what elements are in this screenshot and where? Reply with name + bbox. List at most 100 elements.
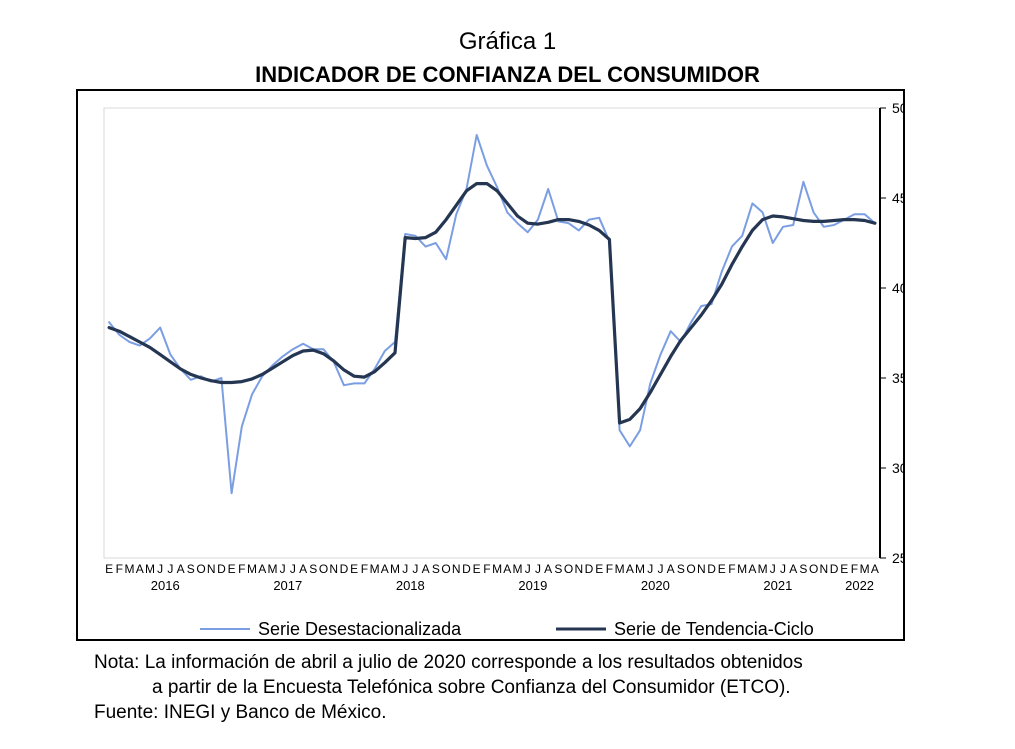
x-tick-label-month: J bbox=[167, 562, 173, 576]
x-tick-label-month: A bbox=[667, 562, 675, 576]
y-tick-label: 30.0 bbox=[892, 460, 903, 476]
x-tick-label-month: J bbox=[657, 562, 663, 576]
x-tick-label-month: E bbox=[228, 562, 236, 576]
x-tick-label-month: O bbox=[196, 562, 205, 576]
x-tick-label-month: M bbox=[370, 562, 380, 576]
x-tick-label-month: M bbox=[145, 562, 155, 576]
x-tick-label-year: 2016 bbox=[151, 578, 180, 593]
x-tick-label-month: M bbox=[615, 562, 625, 576]
axes bbox=[103, 107, 881, 559]
x-tick-label-month: F bbox=[851, 562, 858, 576]
x-tick-label-month: J bbox=[402, 562, 408, 576]
series-lines bbox=[107, 134, 877, 495]
x-tick-label-month: E bbox=[718, 562, 726, 576]
x-tick-label-month: S bbox=[554, 562, 562, 576]
x-tick-label-month: E bbox=[840, 562, 848, 576]
x-tick-label-month: F bbox=[361, 562, 368, 576]
x-tick-label-month: A bbox=[748, 562, 756, 576]
legend-label-desestacionalizada: Serie Desestacionalizada bbox=[258, 619, 462, 639]
x-tick-label-month: J bbox=[412, 562, 418, 576]
x-tick-label-month: A bbox=[136, 562, 144, 576]
chart-subtitle: INDICADOR DE CONFIANZA DEL CONSUMIDOR bbox=[255, 62, 760, 87]
x-tick-label-month: A bbox=[789, 562, 797, 576]
x-tick-label-year: 2018 bbox=[396, 578, 425, 593]
x-tick-label-month: J bbox=[290, 562, 296, 576]
x-tick-label-month: J bbox=[780, 562, 786, 576]
x-tick-label-year: 2019 bbox=[518, 578, 547, 593]
y-tick-label: 40.0 bbox=[892, 280, 903, 296]
x-tick-label-month: A bbox=[381, 562, 389, 576]
x-tick-label-month: N bbox=[207, 562, 216, 576]
x-tick-label-month: A bbox=[626, 562, 634, 576]
x-tick-label-month: J bbox=[525, 562, 531, 576]
note-text: Nota: La información de abril a julio de… bbox=[94, 652, 803, 673]
x-tick-label-month: M bbox=[635, 562, 645, 576]
x-tick-label-month: F bbox=[483, 562, 490, 576]
x-tick-label-month: D bbox=[462, 562, 471, 576]
x-tick-label-year: 2017 bbox=[273, 578, 302, 593]
x-tick-label-month: J bbox=[535, 562, 541, 576]
x-tick-label-month: O bbox=[319, 562, 328, 576]
x-tick-label-month: A bbox=[422, 562, 430, 576]
x-tick-label-month: E bbox=[350, 562, 358, 576]
x-tick-label-month: S bbox=[432, 562, 440, 576]
x-tick-label-month: N bbox=[574, 562, 583, 576]
x-tick-label-month: J bbox=[157, 562, 163, 576]
line-chart: 25.030.035.040.045.050.0EFMAMJJASONDEFMA… bbox=[103, 100, 903, 639]
x-tick-label-year: 2021 bbox=[763, 578, 792, 593]
x-tick-label-month: A bbox=[258, 562, 266, 576]
x-tick-label-month: F bbox=[728, 562, 735, 576]
x-tick-label-month: F bbox=[606, 562, 613, 576]
x-tick-label-month: O bbox=[564, 562, 573, 576]
note-text-continued: a partir de la Encuesta Telefónica sobre… bbox=[152, 677, 791, 698]
x-tick-label-month: E bbox=[473, 562, 481, 576]
x-tick-label-month: M bbox=[492, 562, 502, 576]
x-tick-label-month: D bbox=[217, 562, 226, 576]
x-tick-label-month: E bbox=[595, 562, 603, 576]
chart-frame: 25.030.035.040.045.050.0EFMAMJJASONDEFMA… bbox=[76, 89, 905, 641]
x-tick-label-month: O bbox=[686, 562, 695, 576]
x-tick-label-month: J bbox=[770, 562, 776, 576]
x-tick-label-month: N bbox=[820, 562, 829, 576]
x-tick-label-month: F bbox=[116, 562, 123, 576]
x-tick-label-month: S bbox=[677, 562, 685, 576]
x-tick-label-month: M bbox=[267, 562, 277, 576]
x-tick-label-month: S bbox=[799, 562, 807, 576]
x-tick-label-month: O bbox=[809, 562, 818, 576]
x-tick-label-month: M bbox=[247, 562, 257, 576]
x-tick-label-month: F bbox=[238, 562, 245, 576]
x-tick-label-year: 2020 bbox=[641, 578, 670, 593]
series-line-tendencia-ciclo bbox=[107, 181, 877, 425]
x-tick-label-month: A bbox=[544, 562, 552, 576]
x-tick-label-month: N bbox=[329, 562, 338, 576]
x-tick-label-month: M bbox=[125, 562, 135, 576]
y-tick-label: 50.0 bbox=[892, 100, 903, 116]
axis-ticks: 25.030.035.040.045.050.0EFMAMJJASONDEFMA… bbox=[105, 100, 903, 593]
x-tick-label-month: D bbox=[585, 562, 594, 576]
x-tick-label-month: A bbox=[177, 562, 185, 576]
x-tick-label-month: J bbox=[280, 562, 286, 576]
series-line-desestacionalizada bbox=[108, 134, 876, 495]
x-tick-label-month: N bbox=[452, 562, 461, 576]
x-tick-label-month: M bbox=[737, 562, 747, 576]
x-tick-label-month: M bbox=[860, 562, 870, 576]
x-tick-label-month: A bbox=[871, 562, 879, 576]
x-tick-label-month: M bbox=[513, 562, 523, 576]
x-tick-label-month: D bbox=[830, 562, 839, 576]
x-tick-label-month: N bbox=[697, 562, 706, 576]
x-tick-label-month: M bbox=[758, 562, 768, 576]
x-tick-label-year: 2022 bbox=[845, 578, 874, 593]
y-tick-label: 35.0 bbox=[892, 370, 903, 386]
x-tick-label-month: J bbox=[647, 562, 653, 576]
source-text: Fuente: INEGI y Banco de México. bbox=[94, 702, 387, 723]
x-tick-label-month: A bbox=[299, 562, 307, 576]
y-tick-label: 45.0 bbox=[892, 190, 903, 206]
x-tick-label-month: D bbox=[340, 562, 349, 576]
x-tick-label-month: D bbox=[707, 562, 716, 576]
x-tick-label-month: O bbox=[441, 562, 450, 576]
x-tick-label-month: S bbox=[187, 562, 195, 576]
x-tick-label-month: M bbox=[390, 562, 400, 576]
x-tick-label-month: S bbox=[309, 562, 317, 576]
x-tick-label-month: E bbox=[105, 562, 113, 576]
x-tick-label-month: A bbox=[503, 562, 511, 576]
